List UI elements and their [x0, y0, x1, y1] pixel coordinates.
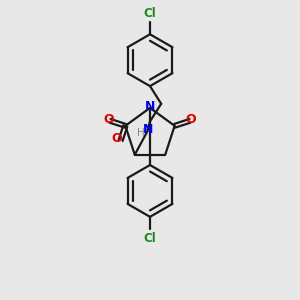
Text: O: O — [104, 113, 114, 126]
Text: O: O — [112, 131, 122, 145]
Text: Cl: Cl — [144, 7, 156, 20]
Text: Cl: Cl — [144, 232, 156, 244]
Text: O: O — [186, 113, 196, 126]
Text: N: N — [145, 100, 155, 113]
Text: N: N — [142, 123, 153, 136]
Text: H: H — [137, 128, 145, 138]
